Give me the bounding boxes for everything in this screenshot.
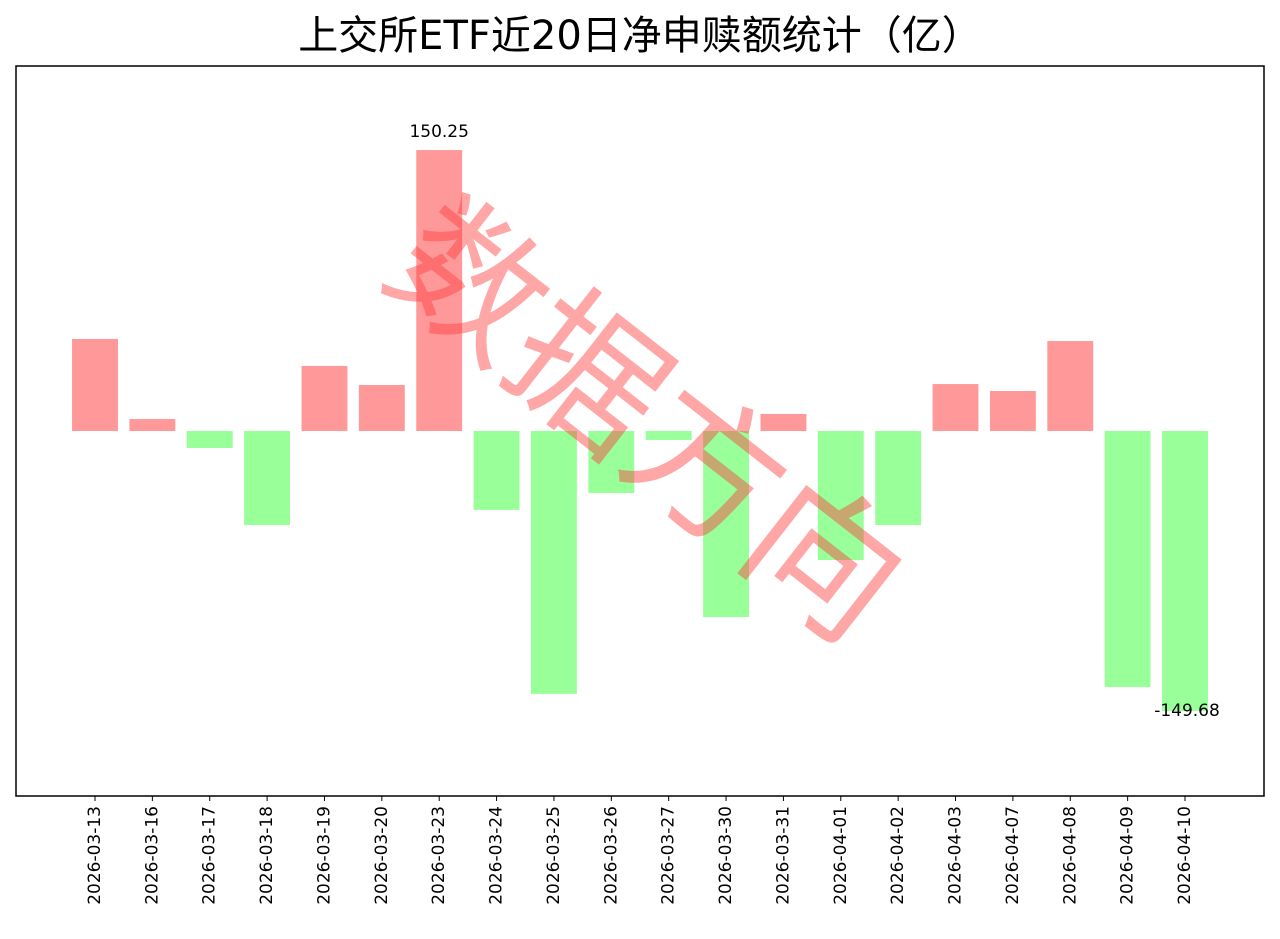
x-tick-label: 2026-04-03 <box>946 806 966 905</box>
x-tick-label: 2026-03-19 <box>314 806 334 905</box>
bar <box>645 431 692 440</box>
x-tick-label: 2026-03-13 <box>85 806 105 905</box>
bar <box>1104 431 1151 687</box>
bar <box>531 431 577 694</box>
x-tick-label: 2026-04-09 <box>1118 806 1138 905</box>
bar <box>875 431 922 526</box>
chart-title: 上交所ETF近20日净申赎额统计（亿） <box>298 13 982 59</box>
bar <box>416 150 463 432</box>
x-tick-label: 2026-03-17 <box>200 806 220 905</box>
plot-frame <box>15 65 1265 797</box>
value-label: 150.25 <box>409 122 468 142</box>
x-tick-label: 2026-03-30 <box>716 806 736 905</box>
x-tick-label: 2026-04-08 <box>1060 806 1080 905</box>
x-tick-label: 2026-03-27 <box>659 806 679 905</box>
x-tick-label: 2026-03-23 <box>429 806 449 905</box>
x-tick-label: 2026-04-02 <box>888 806 908 905</box>
x-tick-label: 2026-04-07 <box>1003 806 1023 905</box>
bar <box>72 339 118 431</box>
bar <box>932 384 979 431</box>
x-tick-label: 2026-03-18 <box>257 806 277 905</box>
x-tick-label: 2026-03-31 <box>773 806 793 905</box>
bar <box>588 431 635 494</box>
x-tick-label: 2026-03-20 <box>372 806 392 905</box>
x-tick-label: 2026-04-01 <box>831 806 851 905</box>
bar <box>244 431 291 526</box>
bar <box>358 385 405 431</box>
x-tick-label: 2026-03-24 <box>487 806 507 905</box>
bar <box>989 390 1036 431</box>
bar <box>129 419 176 431</box>
bar <box>1047 341 1094 431</box>
x-tick-label: 2026-04-10 <box>1175 806 1195 905</box>
bar <box>301 365 348 431</box>
value-label: -149.68 <box>1154 701 1220 721</box>
bar <box>1162 431 1208 711</box>
bar <box>473 431 520 510</box>
bar <box>186 431 233 449</box>
x-tick-label: 2026-03-26 <box>601 806 621 905</box>
x-tick-label: 2026-03-25 <box>544 806 564 905</box>
x-tick-label: 2026-03-16 <box>142 806 162 905</box>
bar <box>817 431 864 561</box>
bar <box>703 431 749 618</box>
bar <box>760 413 807 431</box>
